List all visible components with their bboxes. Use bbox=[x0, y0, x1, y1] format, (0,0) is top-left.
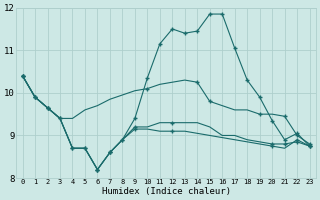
X-axis label: Humidex (Indice chaleur): Humidex (Indice chaleur) bbox=[101, 187, 231, 196]
